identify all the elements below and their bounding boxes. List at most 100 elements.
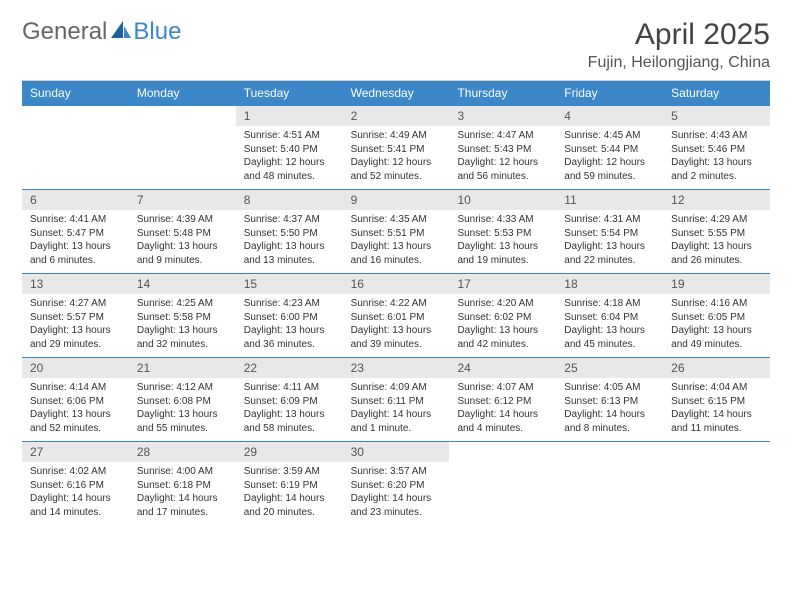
day-number: 4 (556, 106, 663, 126)
sunset-line: Sunset: 6:16 PM (30, 479, 121, 493)
sunset-line: Sunset: 6:19 PM (244, 479, 335, 493)
sunset-line: Sunset: 5:48 PM (137, 227, 228, 241)
day-number: 9 (343, 190, 450, 210)
sunset-line: Sunset: 5:43 PM (457, 143, 548, 157)
sunset-line: Sunset: 6:13 PM (564, 395, 655, 409)
title-block: April 2025 Fujin, Heilongjiang, China (588, 18, 770, 72)
day-number: 2 (343, 106, 450, 126)
daylight-line: Daylight: 14 hours and 11 minutes. (671, 408, 762, 435)
day-cell: 19Sunrise: 4:16 AMSunset: 6:05 PMDayligh… (663, 274, 770, 357)
day-number: 26 (663, 358, 770, 378)
day-number: 19 (663, 274, 770, 294)
sunrise-line: Sunrise: 4:51 AM (244, 129, 335, 143)
daylight-line: Daylight: 14 hours and 1 minute. (351, 408, 442, 435)
week-row: 20Sunrise: 4:14 AMSunset: 6:06 PMDayligh… (22, 357, 770, 441)
day-number: 5 (663, 106, 770, 126)
sunrise-line: Sunrise: 4:18 AM (564, 297, 655, 311)
day-body: Sunrise: 4:00 AMSunset: 6:18 PMDaylight:… (129, 462, 236, 525)
daylight-line: Daylight: 13 hours and 22 minutes. (564, 240, 655, 267)
day-body: Sunrise: 4:18 AMSunset: 6:04 PMDaylight:… (556, 294, 663, 357)
sunset-line: Sunset: 5:58 PM (137, 311, 228, 325)
day-number: 10 (449, 190, 556, 210)
sunrise-line: Sunrise: 4:00 AM (137, 465, 228, 479)
day-cell: 21Sunrise: 4:12 AMSunset: 6:08 PMDayligh… (129, 358, 236, 441)
day-cell: 9Sunrise: 4:35 AMSunset: 5:51 PMDaylight… (343, 190, 450, 273)
day-number: 21 (129, 358, 236, 378)
sunrise-line: Sunrise: 4:43 AM (671, 129, 762, 143)
daylight-line: Daylight: 13 hours and 36 minutes. (244, 324, 335, 351)
day-body: Sunrise: 4:33 AMSunset: 5:53 PMDaylight:… (449, 210, 556, 273)
day-number: 17 (449, 274, 556, 294)
sunrise-line: Sunrise: 4:22 AM (351, 297, 442, 311)
sunset-line: Sunset: 5:55 PM (671, 227, 762, 241)
day-number: 18 (556, 274, 663, 294)
sunset-line: Sunset: 5:57 PM (30, 311, 121, 325)
dayheader-fri: Friday (556, 81, 663, 105)
day-body: Sunrise: 4:29 AMSunset: 5:55 PMDaylight:… (663, 210, 770, 273)
day-number: 6 (22, 190, 129, 210)
day-cell: 25Sunrise: 4:05 AMSunset: 6:13 PMDayligh… (556, 358, 663, 441)
day-body: Sunrise: 4:37 AMSunset: 5:50 PMDaylight:… (236, 210, 343, 273)
logo-text-1: General (22, 18, 107, 46)
day-body: Sunrise: 3:59 AMSunset: 6:19 PMDaylight:… (236, 462, 343, 525)
sunset-line: Sunset: 6:09 PM (244, 395, 335, 409)
sunrise-line: Sunrise: 4:29 AM (671, 213, 762, 227)
day-body: Sunrise: 4:14 AMSunset: 6:06 PMDaylight:… (22, 378, 129, 441)
day-number: 8 (236, 190, 343, 210)
daylight-line: Daylight: 13 hours and 29 minutes. (30, 324, 121, 351)
sunrise-line: Sunrise: 4:33 AM (457, 213, 548, 227)
day-body: Sunrise: 4:09 AMSunset: 6:11 PMDaylight:… (343, 378, 450, 441)
daylight-line: Daylight: 13 hours and 39 minutes. (351, 324, 442, 351)
sunrise-line: Sunrise: 4:45 AM (564, 129, 655, 143)
day-body: Sunrise: 4:25 AMSunset: 5:58 PMDaylight:… (129, 294, 236, 357)
sunset-line: Sunset: 6:00 PM (244, 311, 335, 325)
day-cell: 11Sunrise: 4:31 AMSunset: 5:54 PMDayligh… (556, 190, 663, 273)
daylight-line: Daylight: 14 hours and 17 minutes. (137, 492, 228, 519)
day-cell: 29Sunrise: 3:59 AMSunset: 6:19 PMDayligh… (236, 442, 343, 525)
daylight-line: Daylight: 13 hours and 58 minutes. (244, 408, 335, 435)
day-cell: 8Sunrise: 4:37 AMSunset: 5:50 PMDaylight… (236, 190, 343, 273)
day-cell: 16Sunrise: 4:22 AMSunset: 6:01 PMDayligh… (343, 274, 450, 357)
sunrise-line: Sunrise: 4:14 AM (30, 381, 121, 395)
day-cell: 27Sunrise: 4:02 AMSunset: 6:16 PMDayligh… (22, 442, 129, 525)
sunrise-line: Sunrise: 4:07 AM (457, 381, 548, 395)
logo-sail-icon (109, 18, 131, 46)
sunrise-line: Sunrise: 4:47 AM (457, 129, 548, 143)
sunrise-line: Sunrise: 4:02 AM (30, 465, 121, 479)
day-cell: 28Sunrise: 4:00 AMSunset: 6:18 PMDayligh… (129, 442, 236, 525)
daylight-line: Daylight: 13 hours and 6 minutes. (30, 240, 121, 267)
empty-cell (22, 106, 129, 189)
day-number: 30 (343, 442, 450, 462)
day-body: Sunrise: 4:16 AMSunset: 6:05 PMDaylight:… (663, 294, 770, 357)
day-body: Sunrise: 4:41 AMSunset: 5:47 PMDaylight:… (22, 210, 129, 273)
sunset-line: Sunset: 6:12 PM (457, 395, 548, 409)
sunrise-line: Sunrise: 4:39 AM (137, 213, 228, 227)
day-cell: 20Sunrise: 4:14 AMSunset: 6:06 PMDayligh… (22, 358, 129, 441)
day-number: 20 (22, 358, 129, 378)
sunset-line: Sunset: 5:47 PM (30, 227, 121, 241)
day-cell: 2Sunrise: 4:49 AMSunset: 5:41 PMDaylight… (343, 106, 450, 189)
day-cell: 7Sunrise: 4:39 AMSunset: 5:48 PMDaylight… (129, 190, 236, 273)
sunrise-line: Sunrise: 3:57 AM (351, 465, 442, 479)
day-number: 12 (663, 190, 770, 210)
day-cell: 1Sunrise: 4:51 AMSunset: 5:40 PMDaylight… (236, 106, 343, 189)
daylight-line: Daylight: 13 hours and 2 minutes. (671, 156, 762, 183)
daylight-line: Daylight: 13 hours and 13 minutes. (244, 240, 335, 267)
daylight-line: Daylight: 14 hours and 20 minutes. (244, 492, 335, 519)
sunset-line: Sunset: 6:06 PM (30, 395, 121, 409)
day-body: Sunrise: 4:35 AMSunset: 5:51 PMDaylight:… (343, 210, 450, 273)
week-row: 13Sunrise: 4:27 AMSunset: 5:57 PMDayligh… (22, 273, 770, 357)
sunrise-line: Sunrise: 4:31 AM (564, 213, 655, 227)
sunrise-line: Sunrise: 4:11 AM (244, 381, 335, 395)
day-body: Sunrise: 4:47 AMSunset: 5:43 PMDaylight:… (449, 126, 556, 189)
daylight-line: Daylight: 13 hours and 32 minutes. (137, 324, 228, 351)
day-number: 3 (449, 106, 556, 126)
sunset-line: Sunset: 5:40 PM (244, 143, 335, 157)
sunrise-line: Sunrise: 4:09 AM (351, 381, 442, 395)
sunrise-line: Sunrise: 4:37 AM (244, 213, 335, 227)
day-number: 27 (22, 442, 129, 462)
daylight-line: Daylight: 14 hours and 4 minutes. (457, 408, 548, 435)
day-cell: 12Sunrise: 4:29 AMSunset: 5:55 PMDayligh… (663, 190, 770, 273)
dayheader-tue: Tuesday (236, 81, 343, 105)
sunset-line: Sunset: 5:41 PM (351, 143, 442, 157)
